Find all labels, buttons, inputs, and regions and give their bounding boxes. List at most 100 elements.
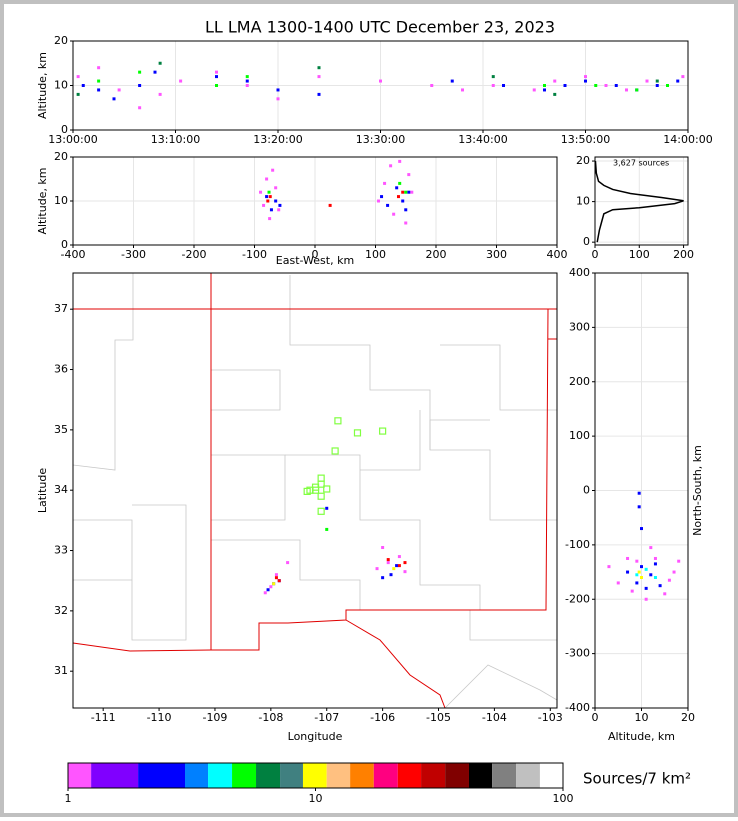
source-point: [655, 84, 659, 87]
source-point: [645, 79, 649, 83]
x-tick-label: -109: [202, 711, 227, 724]
x-tick-label: -107: [314, 711, 339, 724]
colorbar-segment: [91, 763, 139, 788]
source-point: [325, 527, 329, 531]
y-tick-label: -100: [565, 538, 590, 551]
x-tick-label: 100: [629, 248, 650, 261]
source-point: [386, 203, 390, 207]
station: [311, 486, 320, 494]
x-axis-label: Longitude: [288, 730, 343, 743]
source-point: [76, 92, 80, 96]
source-point: [389, 164, 393, 168]
source-point: [637, 491, 641, 495]
x-tick-label: 100: [553, 792, 574, 805]
station: [323, 485, 331, 493]
source-point: [640, 527, 643, 531]
colorbar-segment: [539, 763, 563, 788]
source-point: [649, 546, 653, 550]
source-point: [138, 84, 142, 87]
source-point: [404, 190, 408, 194]
source-point: [396, 195, 400, 199]
source-point: [635, 581, 639, 585]
source-point: [637, 570, 641, 574]
source-point: [117, 88, 121, 92]
y-tick-label: 0: [61, 238, 68, 251]
source-point: [263, 591, 267, 595]
y-tick-label: 0: [583, 235, 590, 248]
y-tick-label: 0: [61, 123, 68, 136]
source-point: [553, 92, 557, 96]
colorbar-segment: [397, 763, 422, 788]
source-point: [625, 88, 628, 92]
x-tick-label: -100: [242, 248, 267, 261]
source-point: [626, 556, 630, 560]
source-point: [491, 84, 495, 87]
x-tick-label: 1: [65, 792, 72, 805]
source-point: [274, 186, 278, 190]
source-point: [317, 66, 321, 70]
y-axis-label: Latitude: [36, 468, 49, 514]
x-tick-label: 13:30:00: [356, 133, 405, 146]
source-point: [328, 203, 332, 207]
source-point: [403, 561, 407, 565]
source-point: [635, 559, 639, 563]
source-point: [644, 586, 648, 590]
y-tick-label: 10: [54, 79, 68, 92]
y-tick-label: 300: [569, 320, 590, 333]
y-tick-label: -200: [565, 592, 590, 605]
source-point: [655, 79, 659, 83]
source-point: [584, 75, 587, 79]
x-tick-label: 20: [681, 711, 695, 724]
y-tick-label: 36: [54, 363, 68, 376]
colorbar-segment: [350, 763, 374, 788]
colorbar-segment: [280, 763, 303, 788]
source-point: [635, 88, 639, 92]
source-point: [266, 588, 270, 592]
source-point: [404, 221, 408, 225]
colorbar-segment: [232, 763, 257, 788]
source-point: [653, 562, 657, 566]
x-tick-label: 0: [592, 711, 599, 724]
source-point: [375, 567, 379, 571]
y-tick-label: 37: [54, 302, 68, 315]
source-point: [265, 195, 269, 199]
x-tick-label: 100: [365, 248, 386, 261]
x-tick-label: -105: [426, 711, 451, 724]
x-tick-label: 0: [312, 248, 319, 261]
x-tick-label: -200: [182, 248, 207, 261]
source-point: [640, 576, 643, 579]
colorbar-label: Sources/7 km²: [583, 770, 691, 788]
colorbar-segment: [468, 763, 493, 788]
axes-frame: [594, 272, 689, 709]
x-tick-label: 300: [486, 248, 507, 261]
station: [303, 487, 311, 496]
source-point: [138, 106, 142, 110]
source-point: [658, 584, 662, 588]
source-point: [630, 589, 634, 593]
x-axis-label: East-West, km: [276, 254, 354, 267]
y-tick-label: 10: [576, 195, 590, 208]
source-point: [401, 190, 405, 194]
state-borders: [72, 273, 557, 709]
source-point: [97, 79, 101, 83]
county-lines: [72, 273, 558, 709]
colorbar-segment: [445, 763, 469, 788]
source-point: [268, 195, 272, 199]
source-point: [245, 84, 249, 87]
colorbar-segment: [373, 763, 398, 788]
source-point: [450, 79, 454, 83]
x-tick-label: 200: [673, 248, 694, 261]
source-point: [215, 84, 218, 87]
source-point: [607, 565, 611, 569]
source-point: [663, 592, 667, 596]
source-point: [640, 565, 643, 569]
source-point: [266, 199, 270, 203]
source-point: [681, 75, 685, 79]
source-point: [215, 70, 218, 74]
source-point: [277, 579, 281, 583]
axes-frame: [72, 156, 558, 246]
source-point: [635, 573, 639, 577]
x-tick-label: -106: [370, 711, 395, 724]
y-tick-label: 10: [54, 194, 68, 207]
source-point: [392, 567, 396, 571]
